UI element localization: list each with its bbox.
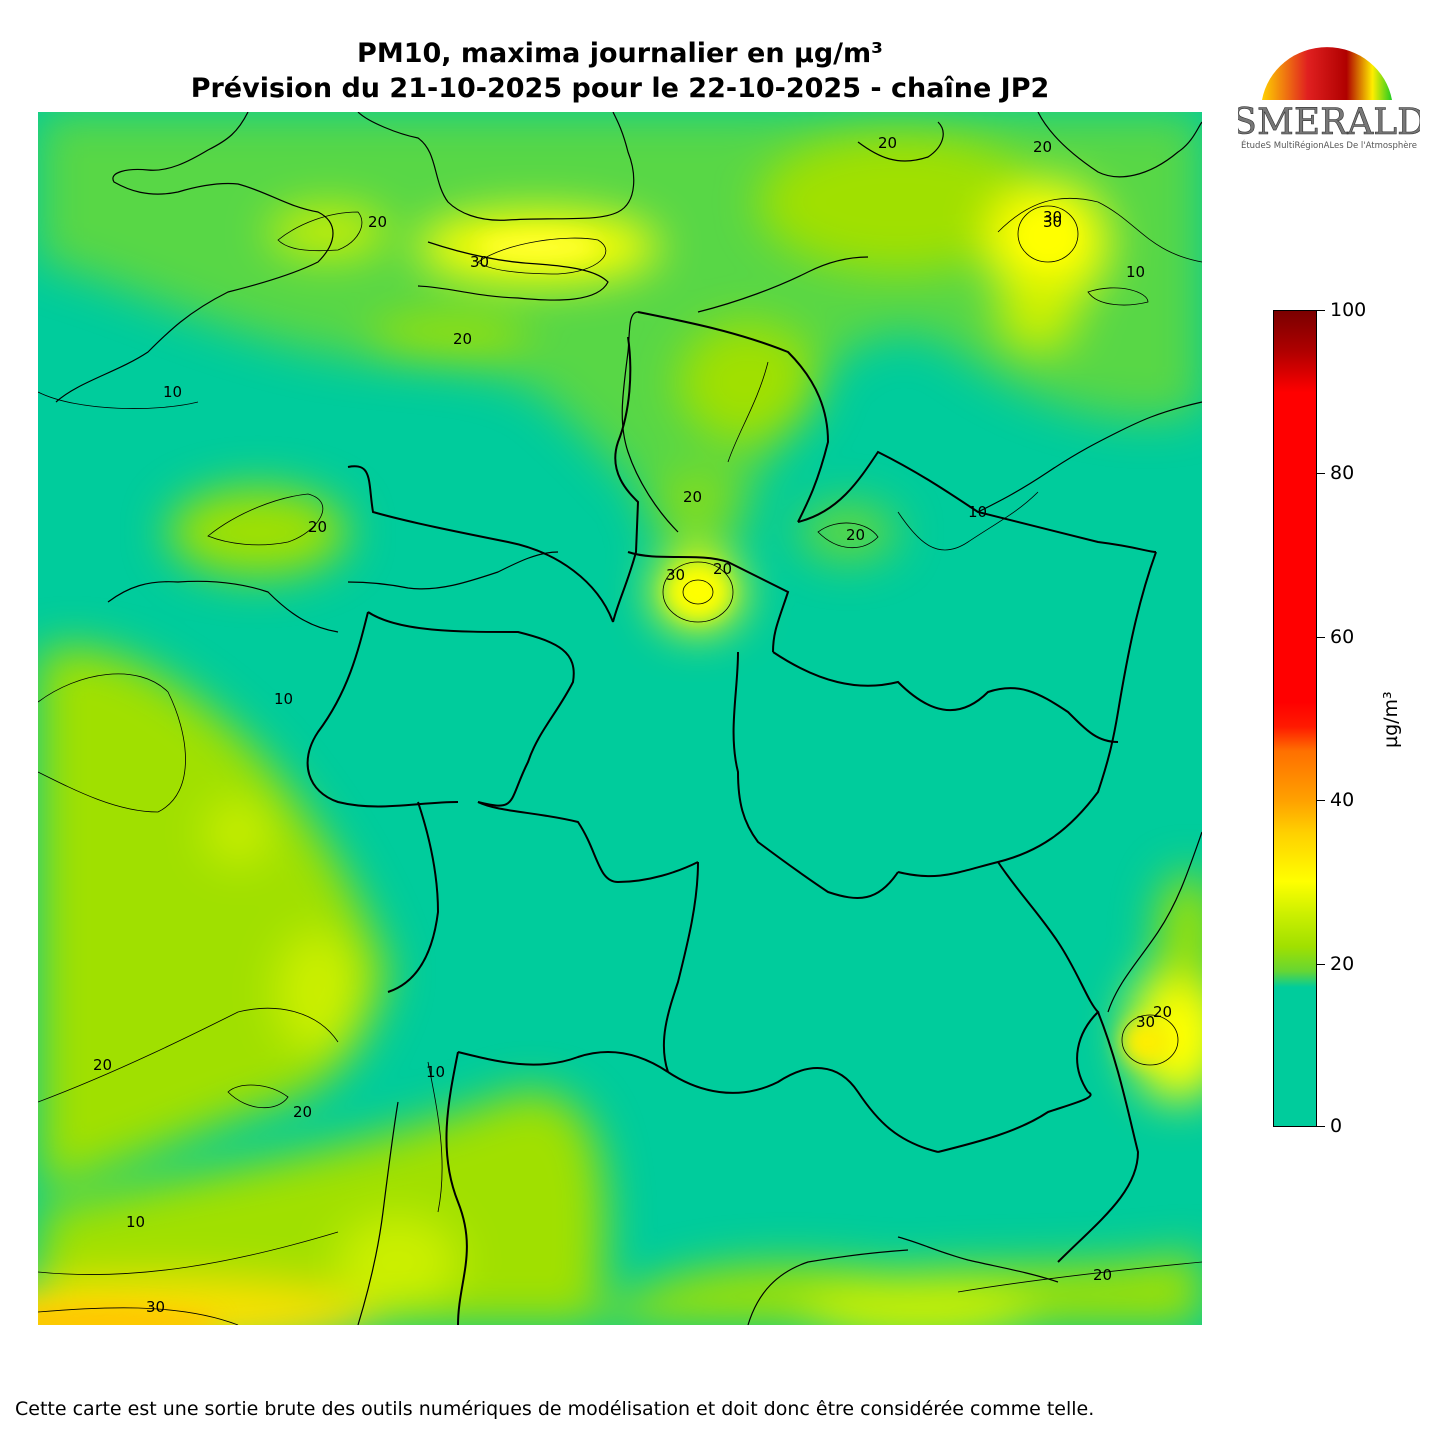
colorbar-tick-label: 20 — [1330, 953, 1355, 975]
contour-label: 10 — [968, 503, 987, 521]
pm10-forecast-map: 20 30 30 20 10 20 20 20 30 20 20 10 10 3… — [38, 112, 1202, 1325]
esmeralda-logo: ESMERALDA ÉtudeS MultiRégionALes De l'At… — [1238, 47, 1420, 151]
contour-label: 10 — [274, 690, 293, 708]
contour-label: 10 — [1126, 263, 1145, 281]
contour-label: 10 — [126, 1213, 145, 1231]
contour-label: 20 — [368, 213, 387, 231]
colorbar-tick-label: 60 — [1330, 626, 1355, 648]
contour-label: 30 — [1043, 208, 1062, 226]
disclaimer-text: Cette carte est une sortie brute des out… — [15, 1398, 1095, 1420]
contour-label: 20 — [293, 1103, 312, 1121]
contour-label: 10 — [426, 1063, 445, 1081]
contour-label: 20 — [1153, 1003, 1172, 1021]
colorbar-tick — [1317, 1126, 1325, 1127]
contour-label: 20 — [1093, 1266, 1112, 1284]
concentration-hotspots — [38, 213, 1170, 1325]
map-subtitle: Prévision du 21-10-2025 pour le 22-10-20… — [190, 73, 1050, 104]
map-title: PM10, maxima journalier en µg/m³ — [357, 38, 883, 69]
contour-label: 20 — [453, 330, 472, 348]
coastlines — [55, 112, 1202, 1325]
colorbar-tick — [1317, 964, 1325, 965]
contour-label: 30 — [146, 1298, 165, 1316]
colorbar-tick-label: 80 — [1330, 462, 1355, 484]
colorbar-tick-label: 100 — [1330, 299, 1367, 321]
colorbar-tick — [1317, 310, 1325, 311]
contour-label: 20 — [93, 1056, 112, 1074]
contour-label: 20 — [1033, 138, 1052, 156]
contour-label: 30 — [666, 566, 685, 584]
logo-dome — [1262, 47, 1392, 100]
colorbar-tick-label: 0 — [1330, 1115, 1343, 1137]
colorbar-unit-label: µg/m³ — [1380, 691, 1402, 748]
contour-label: 20 — [308, 518, 327, 536]
contour-label: 30 — [470, 253, 489, 271]
contour-label: 10 — [163, 383, 182, 401]
contour-label: 20 — [878, 134, 897, 152]
colorbar — [1273, 310, 1317, 1127]
logo-wordmark: ESMERALDA — [1238, 102, 1420, 143]
colorbar-tick — [1317, 637, 1325, 638]
colorbar-tick-label: 40 — [1330, 789, 1355, 811]
contour-label: 20 — [713, 560, 732, 578]
contour-label: 30 — [1043, 213, 1062, 231]
contour-labels: 20 30 30 20 10 20 20 20 30 20 20 10 10 3… — [93, 134, 1172, 1316]
colorbar-tick — [1317, 473, 1325, 474]
concentration-field — [38, 112, 1202, 1325]
contour-label: 20 — [683, 488, 702, 506]
colorbar-gradient — [1273, 310, 1317, 1127]
contour-lines — [38, 197, 1202, 1325]
logo-subtitle: ÉtudeS MultiRégionALes De l'Atmosphère — [1241, 139, 1417, 151]
region-borders — [306, 311, 1157, 1325]
contour-label: 20 — [846, 526, 865, 544]
colorbar-tick — [1317, 800, 1325, 801]
contour-label: 30 — [1136, 1013, 1155, 1031]
